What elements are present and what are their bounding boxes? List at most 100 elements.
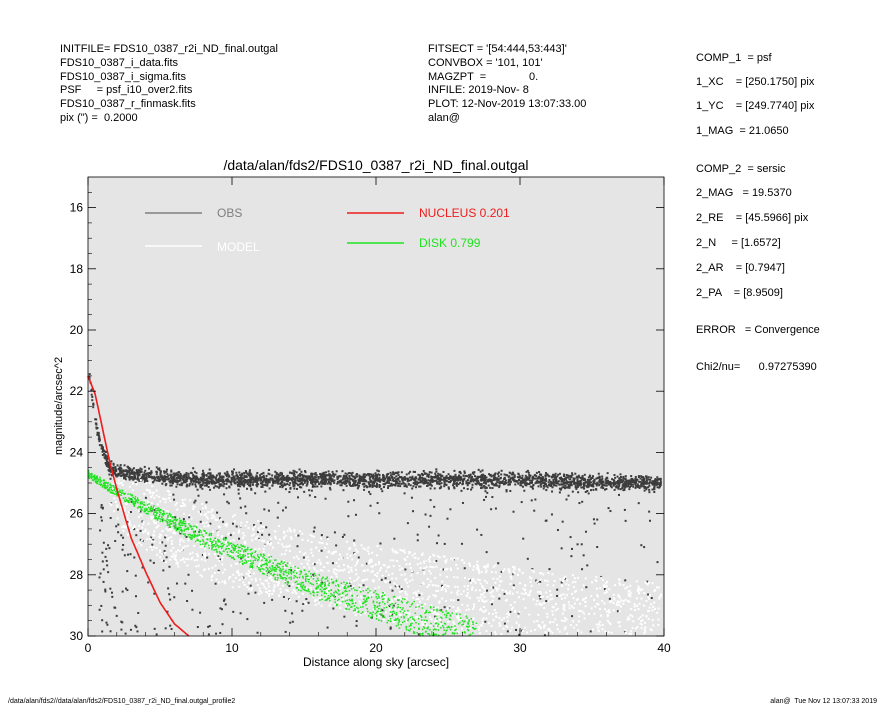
model-point bbox=[296, 568, 299, 571]
obs-point bbox=[142, 475, 145, 478]
disk-point bbox=[180, 519, 182, 522]
obs-point bbox=[324, 481, 327, 484]
model-point bbox=[542, 573, 545, 576]
obs-point bbox=[554, 477, 557, 480]
model-point bbox=[519, 631, 522, 634]
obs-point bbox=[535, 481, 538, 484]
obs-point bbox=[568, 486, 571, 489]
model-point bbox=[416, 604, 419, 607]
obs-point bbox=[407, 472, 410, 475]
obs-point bbox=[185, 473, 188, 476]
model-point bbox=[512, 570, 515, 573]
obs-point bbox=[185, 484, 188, 487]
model-point bbox=[110, 492, 113, 495]
obs-point bbox=[476, 477, 479, 480]
obs-point bbox=[254, 479, 257, 482]
obs-point bbox=[413, 479, 416, 482]
obs-point bbox=[344, 477, 347, 480]
model-point bbox=[453, 623, 456, 626]
obs-point bbox=[439, 473, 442, 476]
model-point bbox=[309, 586, 312, 589]
obs-point bbox=[263, 476, 266, 479]
obs-point bbox=[309, 481, 312, 484]
obs-point bbox=[108, 547, 111, 550]
obs-point bbox=[112, 462, 115, 465]
model-point bbox=[115, 500, 118, 503]
obs-point bbox=[552, 479, 555, 482]
obs-point bbox=[447, 487, 450, 490]
obs-point bbox=[159, 473, 162, 476]
obs-point bbox=[152, 539, 155, 542]
model-point bbox=[276, 569, 279, 572]
model-point bbox=[428, 570, 431, 573]
model-point bbox=[362, 570, 365, 573]
obs-point bbox=[218, 483, 221, 486]
obs-point bbox=[586, 483, 589, 486]
obs-point bbox=[121, 621, 124, 624]
model-point bbox=[350, 581, 353, 584]
obs-point bbox=[539, 483, 542, 486]
obs-point bbox=[140, 468, 143, 471]
obs-point bbox=[274, 481, 277, 484]
obs-point bbox=[350, 484, 353, 487]
model-point bbox=[581, 598, 584, 601]
model-point bbox=[217, 571, 220, 574]
model-point bbox=[441, 586, 444, 589]
model-point bbox=[218, 526, 221, 529]
model-point bbox=[383, 592, 386, 595]
model-point bbox=[524, 626, 527, 629]
obs-point bbox=[373, 478, 376, 481]
obs-point bbox=[429, 483, 432, 486]
disk-point bbox=[198, 534, 201, 536]
obs-point bbox=[625, 479, 628, 482]
obs-point bbox=[629, 481, 632, 484]
model-point bbox=[200, 558, 203, 561]
obs-point bbox=[304, 475, 307, 478]
model-point bbox=[634, 608, 637, 611]
obs-point bbox=[484, 487, 487, 490]
obs-point bbox=[239, 525, 242, 528]
obs-point bbox=[431, 479, 434, 482]
obs-point bbox=[219, 479, 222, 482]
obs-point bbox=[215, 476, 218, 479]
model-point bbox=[379, 567, 382, 570]
model-point bbox=[359, 602, 362, 605]
obs-point bbox=[135, 534, 138, 537]
obs-point bbox=[216, 479, 219, 482]
model-point bbox=[471, 607, 474, 610]
obs-point bbox=[652, 483, 655, 486]
model-point bbox=[481, 621, 484, 624]
obs-point bbox=[601, 483, 604, 486]
obs-point bbox=[298, 477, 301, 480]
obs-point bbox=[109, 466, 112, 469]
model-point bbox=[276, 584, 279, 587]
model-point bbox=[297, 557, 300, 560]
obs-point bbox=[643, 477, 646, 480]
obs-point bbox=[101, 447, 104, 450]
model-point bbox=[539, 590, 542, 593]
obs-point bbox=[119, 466, 122, 469]
data-file-line: FDS10_0387_i_data.fits bbox=[60, 56, 179, 69]
obs-point bbox=[584, 481, 587, 484]
obs-point bbox=[236, 477, 239, 480]
model-point bbox=[313, 600, 316, 603]
obs-point bbox=[574, 481, 577, 484]
obs-point bbox=[109, 630, 112, 633]
obs-point bbox=[479, 483, 482, 486]
obs-point bbox=[239, 479, 242, 482]
disk-point bbox=[88, 476, 90, 478]
obs-point bbox=[143, 478, 146, 481]
obs-point bbox=[165, 483, 168, 486]
obs-point bbox=[443, 542, 446, 545]
obs-point bbox=[309, 478, 312, 481]
model-point bbox=[182, 505, 185, 508]
obs-point bbox=[580, 543, 583, 546]
model-point bbox=[280, 553, 283, 556]
model-point bbox=[480, 624, 483, 627]
obs-point bbox=[208, 468, 211, 471]
obs-point bbox=[531, 476, 534, 479]
disk-point bbox=[367, 592, 369, 594]
disk-point bbox=[231, 546, 233, 548]
obs-point bbox=[438, 473, 441, 476]
model-point bbox=[635, 604, 638, 607]
